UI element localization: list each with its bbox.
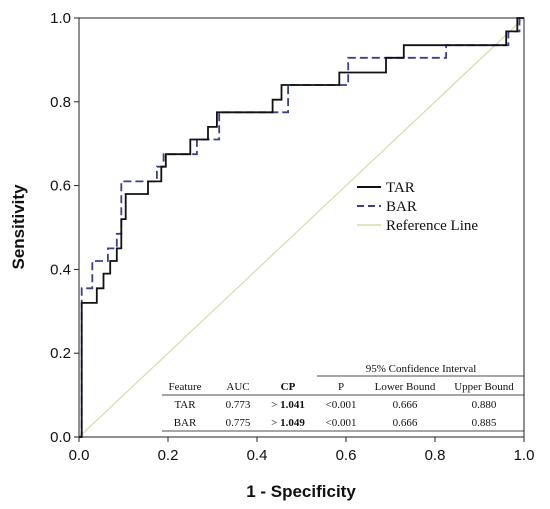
cell-upper: 0.885 bbox=[472, 417, 497, 429]
cell-cp: > 1.041 bbox=[271, 399, 305, 411]
legend-label-reference: Reference Line bbox=[386, 218, 478, 234]
y-tick-label: 0.6 bbox=[50, 178, 71, 195]
series-layer bbox=[78, 17, 525, 438]
y-tick-label: 0.4 bbox=[50, 261, 71, 278]
cell-cp-prefix: > bbox=[271, 399, 280, 411]
x-tick-label: 0.0 bbox=[69, 447, 90, 464]
cell-feature: TAR bbox=[174, 399, 196, 411]
table-row: TAR 0.773 > 1.041 <0.001 0.666 0.880 bbox=[174, 399, 496, 411]
cell-auc: 0.773 bbox=[226, 399, 251, 411]
series-line-tar bbox=[79, 17, 524, 438]
cell-cp-value: 1.049 bbox=[280, 417, 305, 429]
cell-p: <0.001 bbox=[326, 417, 357, 429]
cell-feature: BAR bbox=[174, 417, 197, 429]
table-header-upper: Upper Bound bbox=[454, 381, 514, 393]
cell-p: <0.001 bbox=[326, 399, 357, 411]
x-tick-label: 1.0 bbox=[514, 447, 535, 464]
y-tick-label: 0.8 bbox=[50, 94, 71, 111]
x-tick-label: 0.4 bbox=[247, 447, 268, 464]
x-axis-title: 1 - Specificity bbox=[246, 482, 356, 501]
stats-table: 95% Confidence Interval Feature AUC CP P… bbox=[162, 363, 524, 432]
x-tick-label: 0.2 bbox=[158, 447, 179, 464]
y-tick-label: 0.2 bbox=[50, 345, 71, 362]
x-tick-label: 0.8 bbox=[425, 447, 446, 464]
table-header-auc: AUC bbox=[226, 381, 249, 393]
y-axis-title: Sensitivity bbox=[9, 184, 28, 270]
cell-auc: 0.775 bbox=[226, 417, 251, 429]
table-header-feature: Feature bbox=[169, 381, 202, 393]
y-tick-label: 1.0 bbox=[50, 10, 71, 27]
x-tick-label: 0.6 bbox=[336, 447, 357, 464]
table-header-lower: Lower Bound bbox=[375, 381, 436, 393]
cell-cp-prefix: > bbox=[271, 417, 280, 429]
table-group-header: 95% Confidence Interval bbox=[366, 363, 477, 375]
cell-cp-value: 1.041 bbox=[280, 399, 305, 411]
legend-label-tar: TAR bbox=[386, 180, 415, 196]
cell-cp: > 1.049 bbox=[271, 417, 305, 429]
cell-lower: 0.666 bbox=[393, 417, 418, 429]
legend: TAR BAR Reference Line bbox=[357, 180, 478, 234]
table-row: BAR 0.775 > 1.049 <0.001 0.666 0.885 bbox=[174, 417, 497, 429]
table-header-p: P bbox=[338, 381, 344, 393]
series-line-reference-line bbox=[78, 17, 525, 438]
plot-frame bbox=[78, 17, 525, 438]
y-tick-label: 0.0 bbox=[50, 429, 71, 446]
legend-label-bar: BAR bbox=[386, 199, 417, 215]
cell-upper: 0.880 bbox=[472, 399, 497, 411]
axis-ticks: 0.0 0.2 0.4 0.6 0.8 1.0 0.0 0.2 0.4 0.6 0.8 1.0 bbox=[50, 10, 534, 464]
cell-lower: 0.666 bbox=[393, 399, 418, 411]
table-header-cp: CP bbox=[281, 381, 296, 393]
